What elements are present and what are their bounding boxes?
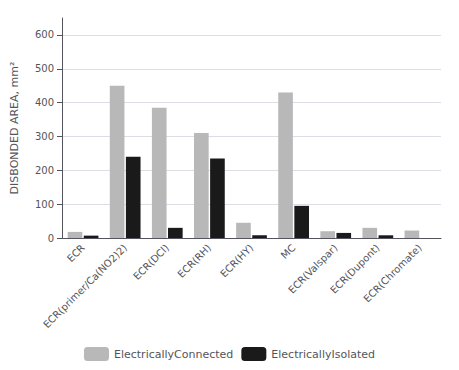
svg-text:MC: MC (279, 242, 298, 261)
svg-text:200: 200 (35, 165, 54, 176)
svg-text:ECR(RH): ECR(RH) (175, 242, 213, 280)
svg-text:ECR: ECR (65, 242, 87, 264)
svg-text:ECR(Dupont): ECR(Dupont) (328, 242, 382, 296)
svg-text:ElectricallyIsolated: ElectricallyIsolated (271, 348, 375, 361)
svg-text:ElectricallyConnected: ElectricallyConnected (114, 348, 233, 361)
svg-text:100: 100 (35, 199, 54, 210)
svg-text:ECR(Chromate): ECR(Chromate) (361, 242, 423, 304)
svg-text:0: 0 (48, 233, 54, 244)
svg-text:ECR(HY): ECR(HY) (218, 242, 255, 279)
svg-text:DISBONDED AREA, mm²: DISBONDED AREA, mm² (8, 62, 21, 195)
svg-text:400: 400 (35, 97, 54, 108)
svg-text:ECR(primer/Ca(NO2)2): ECR(primer/Ca(NO2)2) (41, 242, 129, 330)
svg-text:ECR(Valspar): ECR(Valspar) (286, 242, 340, 296)
svg-text:ECR(DCl): ECR(DCl) (131, 242, 171, 282)
svg-text:600: 600 (35, 29, 54, 40)
svg-text:500: 500 (35, 63, 54, 74)
svg-text:300: 300 (35, 131, 54, 142)
